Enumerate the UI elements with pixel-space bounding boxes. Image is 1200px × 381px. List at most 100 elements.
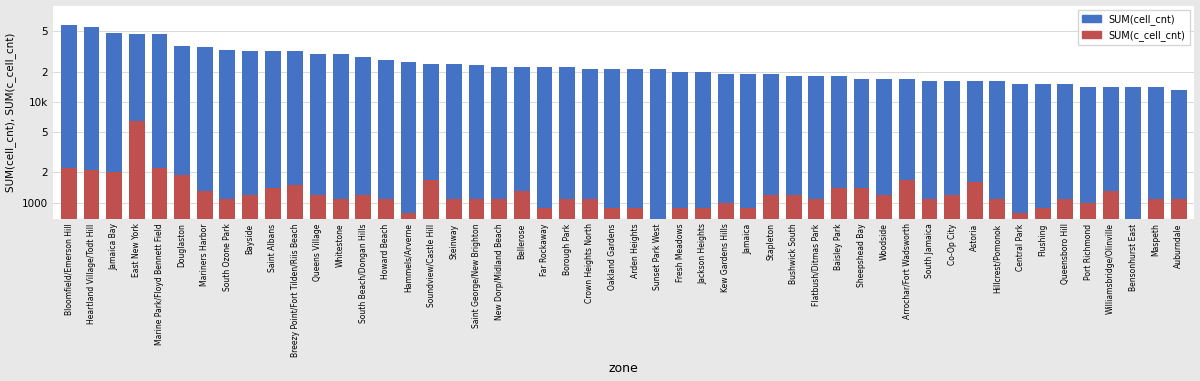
Bar [332,199,348,381]
Bar [491,67,508,381]
Bar [899,179,914,381]
Bar [967,81,983,381]
Bar [763,195,779,381]
Bar [220,199,235,381]
Bar [174,46,190,381]
Bar [1012,213,1028,381]
Bar [853,78,870,381]
Bar [695,72,710,381]
Bar [84,27,100,381]
Bar [468,66,485,381]
Bar [1148,199,1164,381]
Bar [151,168,167,381]
Bar [61,25,77,381]
Y-axis label: SUM(cell_cnt), SUM(c_cell_cnt): SUM(cell_cnt), SUM(c_cell_cnt) [6,32,17,192]
Bar [672,208,689,381]
Bar [853,188,870,381]
Bar [740,208,756,381]
Bar [378,199,394,381]
Bar [830,188,847,381]
Bar [401,62,416,381]
Bar [424,64,439,381]
Bar [1034,208,1051,381]
Bar [718,74,733,381]
Bar [332,54,348,381]
Bar [990,199,1006,381]
Bar [809,199,824,381]
Bar [220,50,235,381]
Bar [649,69,666,381]
Bar [695,208,710,381]
Bar [265,188,281,381]
Bar [628,69,643,381]
Bar [1012,84,1028,381]
Bar [899,78,914,381]
Bar [84,170,100,381]
Bar [514,67,529,381]
Bar [763,74,779,381]
Bar [1148,87,1164,381]
Bar [355,57,371,381]
Bar [468,199,485,381]
Bar [1080,203,1096,381]
Bar [128,34,145,381]
Bar [424,179,439,381]
Bar [582,199,598,381]
Bar [536,67,552,381]
Bar [242,51,258,381]
Bar [1103,191,1118,381]
Bar [288,185,304,381]
Bar [1126,219,1141,381]
Bar [265,51,281,381]
Bar [197,47,212,381]
Bar [310,195,326,381]
Bar [536,208,552,381]
Bar [786,76,802,381]
Bar [628,208,643,381]
Bar [1126,87,1141,381]
Bar [310,54,326,381]
Bar [649,225,666,381]
Bar [922,199,937,381]
Bar [582,69,598,381]
Bar [174,175,190,381]
Bar [107,33,122,381]
Bar [128,121,145,381]
Bar [1171,90,1187,381]
X-axis label: zone: zone [608,362,638,375]
Bar [1171,199,1187,381]
Bar [355,195,371,381]
Bar [1034,84,1051,381]
Bar [876,78,892,381]
Bar [718,203,733,381]
Bar [876,195,892,381]
Bar [197,191,212,381]
Bar [107,173,122,381]
Bar [672,72,689,381]
Bar [61,168,77,381]
Bar [1103,87,1118,381]
Bar [967,182,983,381]
Bar [491,199,508,381]
Bar [446,199,462,381]
Bar [944,195,960,381]
Bar [559,67,575,381]
Bar [809,76,824,381]
Bar [740,74,756,381]
Bar [605,69,620,381]
Bar [559,199,575,381]
Bar [401,213,416,381]
Bar [242,195,258,381]
Bar [151,34,167,381]
Bar [990,81,1006,381]
Bar [446,64,462,381]
Bar [378,60,394,381]
Bar [1057,84,1073,381]
Legend: SUM(cell_cnt), SUM(c_cell_cnt): SUM(cell_cnt), SUM(c_cell_cnt) [1078,10,1189,45]
Bar [1080,87,1096,381]
Bar [288,51,304,381]
Bar [1057,199,1073,381]
Bar [944,81,960,381]
Bar [514,191,529,381]
Bar [786,195,802,381]
